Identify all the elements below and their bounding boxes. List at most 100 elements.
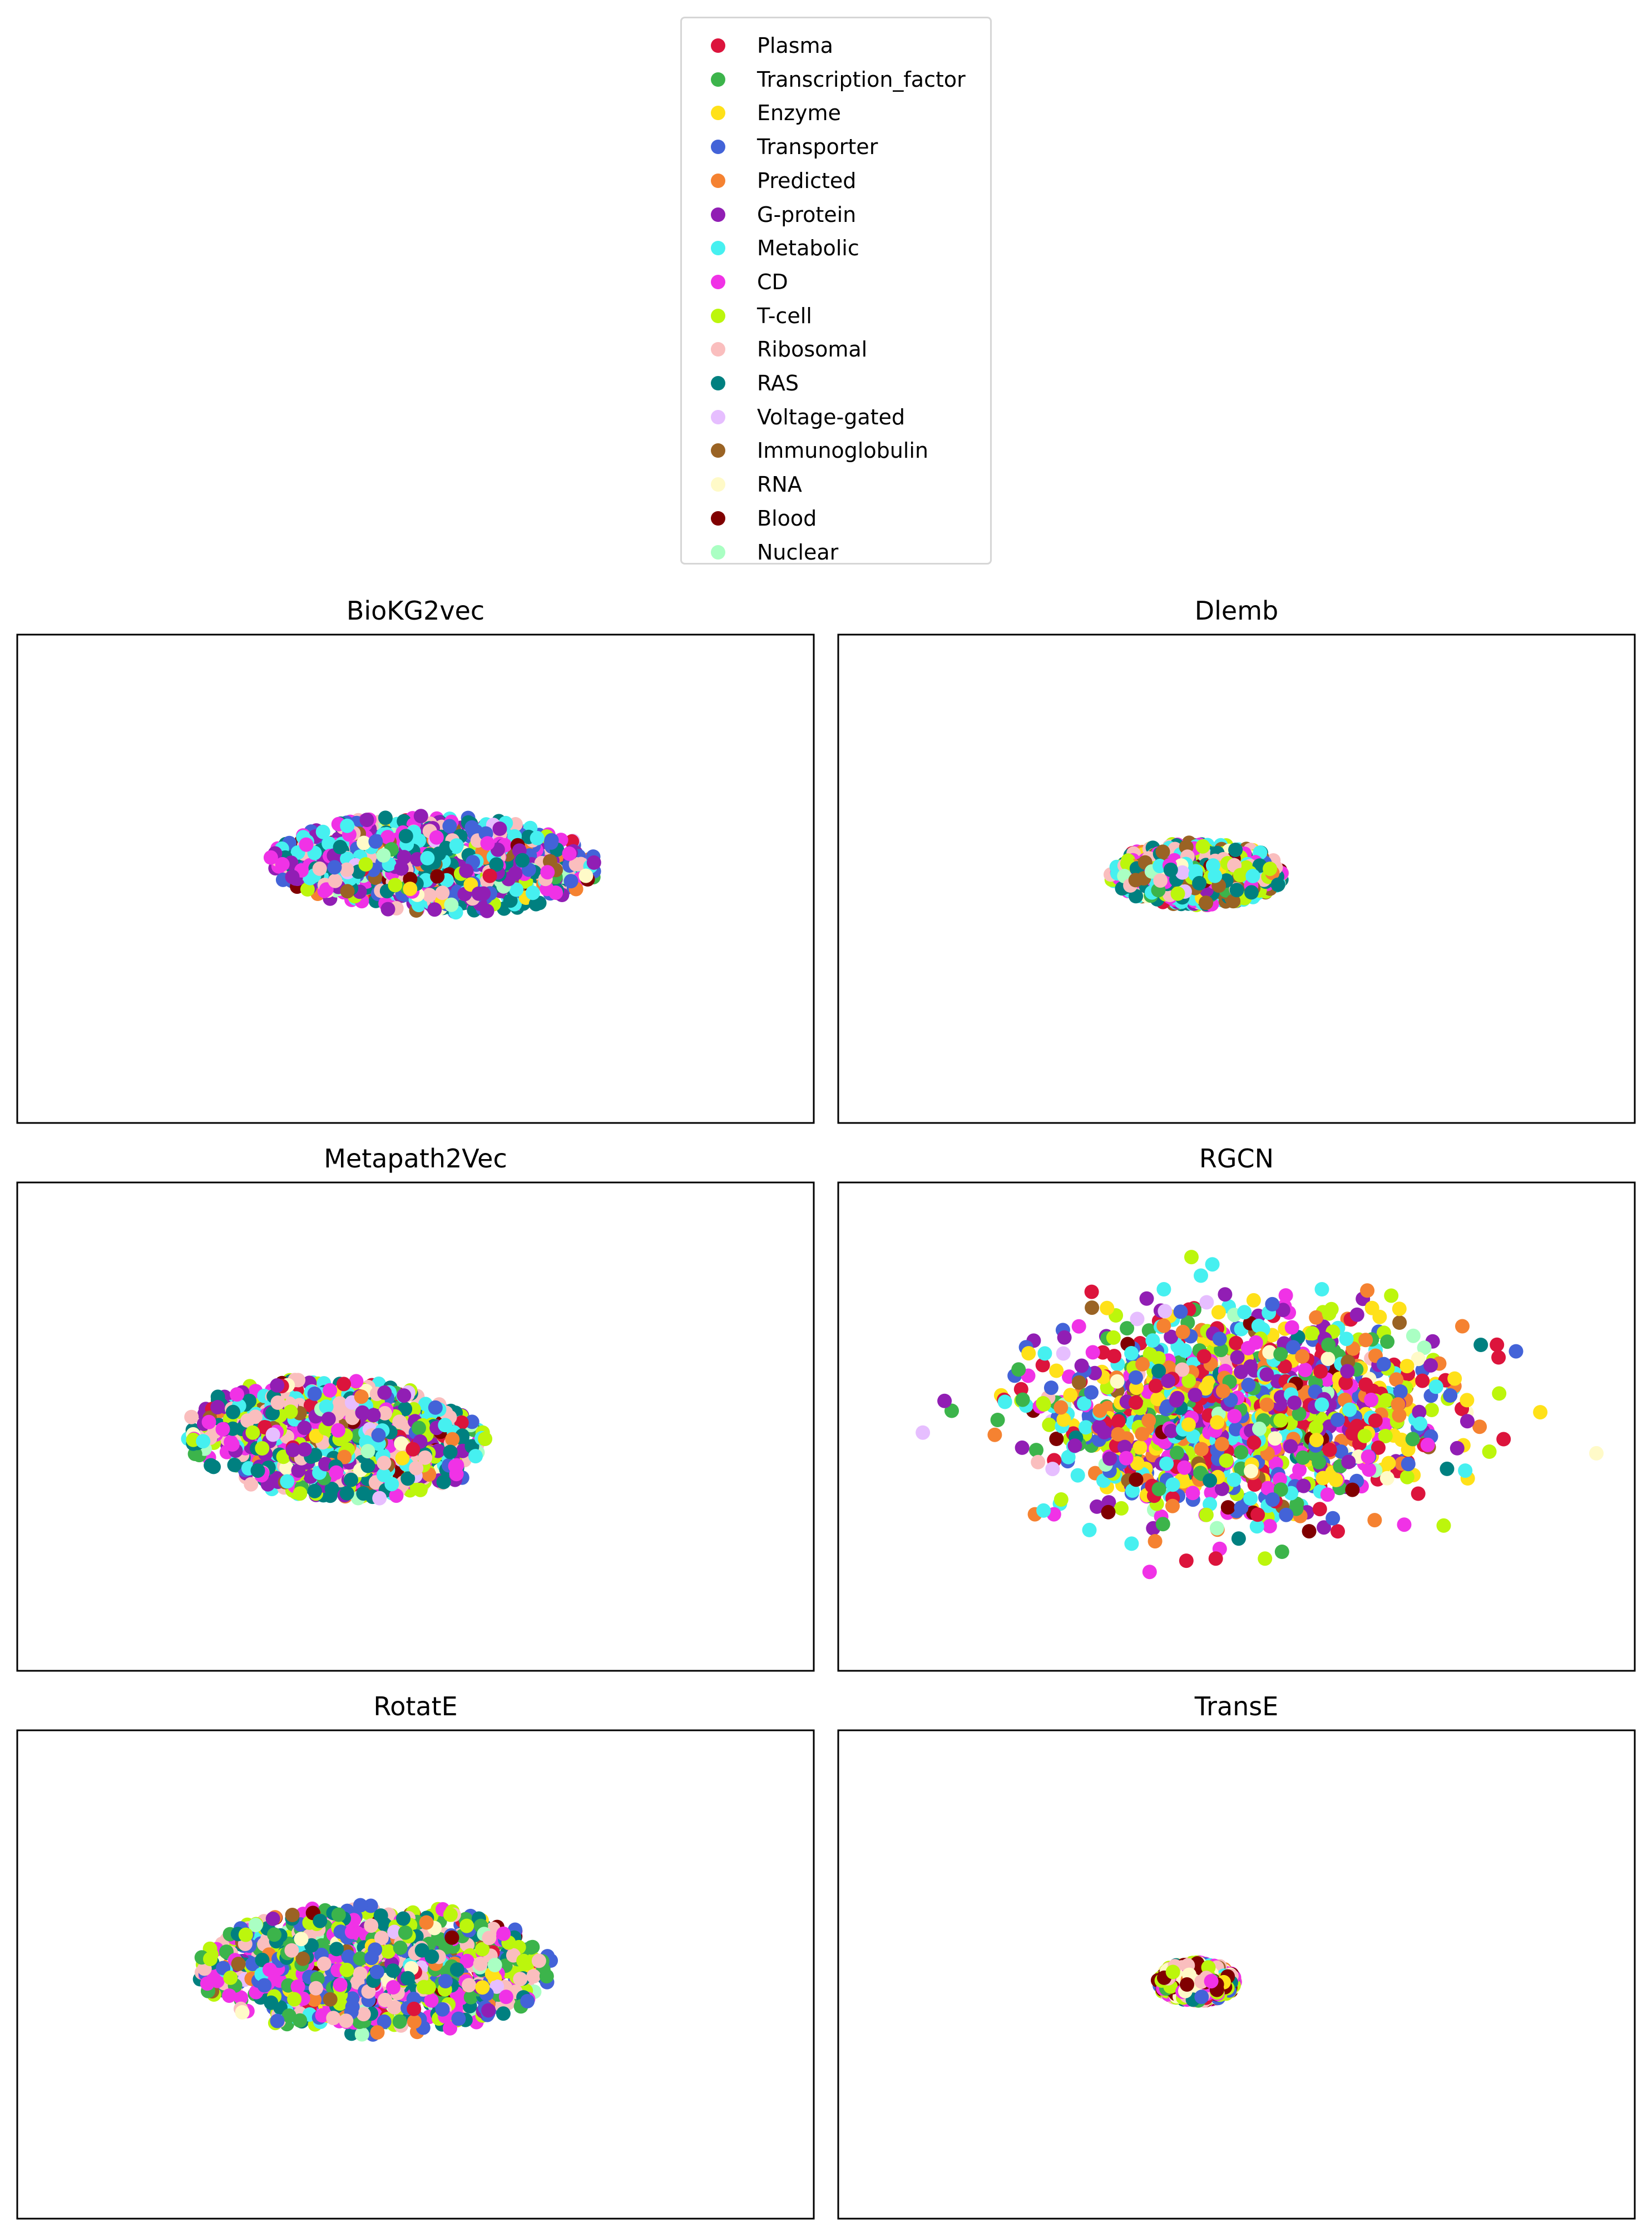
scatter-point <box>210 1389 225 1404</box>
panel-title: Metapath2Vec <box>324 1144 507 1174</box>
scatter-point <box>327 860 342 875</box>
scatter-point <box>1155 844 1170 859</box>
scatter-point <box>1130 1311 1145 1327</box>
scatter-point <box>355 1405 370 1420</box>
scatter-point <box>245 1425 260 1440</box>
legend-item: RNA <box>682 467 990 501</box>
legend-item: Transporter <box>682 130 990 163</box>
scatter-point <box>1325 1511 1341 1526</box>
scatter-point <box>395 1451 410 1466</box>
legend-label: Nuclear <box>757 540 839 565</box>
scatter-point <box>1277 1359 1292 1374</box>
scatter-point <box>270 1378 285 1393</box>
scatter-point <box>543 854 557 869</box>
legend-marker <box>711 72 725 87</box>
scatter-point <box>285 869 300 884</box>
scatter-point <box>403 882 418 897</box>
scatter-point <box>1070 1468 1085 1483</box>
scatter-point <box>366 1408 381 1423</box>
scatter-point <box>413 1482 428 1497</box>
scatter-point <box>478 1432 493 1446</box>
scatter-plot-area <box>837 1181 1636 1672</box>
scatter-point <box>250 1463 265 1478</box>
scatter-point <box>1173 1304 1188 1319</box>
scatter-point <box>503 893 518 908</box>
scatter-point <box>1262 1518 1277 1533</box>
scatter-point <box>321 1412 336 1427</box>
scatter-point <box>333 840 348 854</box>
scatter-point <box>332 1396 347 1411</box>
legend-label: Transcription_factor <box>757 67 966 92</box>
legend-item: Plasma <box>682 28 990 62</box>
scatter-point <box>275 857 290 872</box>
legend-item: Enzyme <box>682 96 990 129</box>
scatter-point <box>388 878 403 893</box>
scatter-point <box>255 1441 270 1456</box>
scatter-point <box>1195 839 1210 854</box>
scatter-point <box>1226 894 1241 909</box>
scatter-point <box>201 1414 216 1429</box>
scatter-point <box>398 1402 413 1417</box>
scatter-point <box>1292 1462 1307 1477</box>
scatter-point <box>1492 1386 1507 1401</box>
legend-label: Blood <box>757 506 817 531</box>
scatter-point <box>412 1421 426 1436</box>
scatter-point <box>337 1449 352 1464</box>
scatter-point <box>227 1457 242 1472</box>
scatter-point <box>230 1387 244 1402</box>
scatter-point <box>1199 1295 1214 1310</box>
legend-marker <box>711 207 725 222</box>
scatter-point <box>322 836 337 851</box>
scatter-point <box>413 809 428 824</box>
legend-label: Enzyme <box>757 101 841 126</box>
scatter-point <box>445 1432 460 1447</box>
scatter-point <box>1153 873 1168 888</box>
scatter-point <box>1211 1305 1226 1320</box>
legend-label: Metabolic <box>757 236 859 261</box>
scatter-plot-area <box>16 634 815 1124</box>
scatter-point <box>240 1413 255 1428</box>
legend-marker <box>711 106 725 121</box>
legend-item: Ribosomal <box>682 332 990 365</box>
scatter-point <box>377 1385 392 1400</box>
scatter-point <box>586 855 601 870</box>
scatter-point <box>916 1425 931 1440</box>
scatter-point <box>398 829 413 844</box>
legend-label: Immunoglobulin <box>757 438 928 463</box>
scatter-point <box>397 850 412 865</box>
scatter-point <box>380 902 395 917</box>
scatter-point <box>1424 1403 1439 1417</box>
scatter-point <box>360 1458 375 1473</box>
scatter-point <box>449 838 464 853</box>
legend-marker <box>711 241 725 256</box>
scatter-point <box>270 1395 285 1410</box>
chart-legend: Plasma Transcription_factor Enzyme Transpor… <box>680 17 992 565</box>
scatter-point <box>528 897 543 912</box>
scatter-point <box>1278 1288 1293 1303</box>
scatter-point <box>215 1422 230 1437</box>
scatter-point <box>427 902 442 917</box>
legend-marker <box>711 308 725 323</box>
scatter-point <box>436 1474 451 1489</box>
legend-marker <box>711 38 725 53</box>
scatter-point <box>562 846 577 861</box>
scatter-point <box>285 1443 300 1457</box>
scatter-points <box>263 809 601 920</box>
scatter-point <box>1270 877 1285 892</box>
legend-label: Predicted <box>757 168 857 193</box>
scatter-point <box>464 1414 479 1429</box>
scatter-point <box>210 1400 225 1414</box>
legend-item: Predicted <box>682 164 990 197</box>
scatter-plot-area <box>16 1181 815 1672</box>
panel-rgcn: RGCN <box>837 1143 1636 1672</box>
scatter-point <box>307 1386 322 1401</box>
scatter-point <box>392 1414 407 1429</box>
legend-item: CD <box>682 265 990 298</box>
legend-marker <box>711 140 725 155</box>
scatter-point <box>225 1437 240 1452</box>
scatter-point <box>1029 1443 1043 1458</box>
scatter-point <box>1035 1358 1050 1373</box>
scatter-point <box>312 861 327 876</box>
scatter-point <box>1228 843 1243 857</box>
scatter-point <box>368 834 383 849</box>
